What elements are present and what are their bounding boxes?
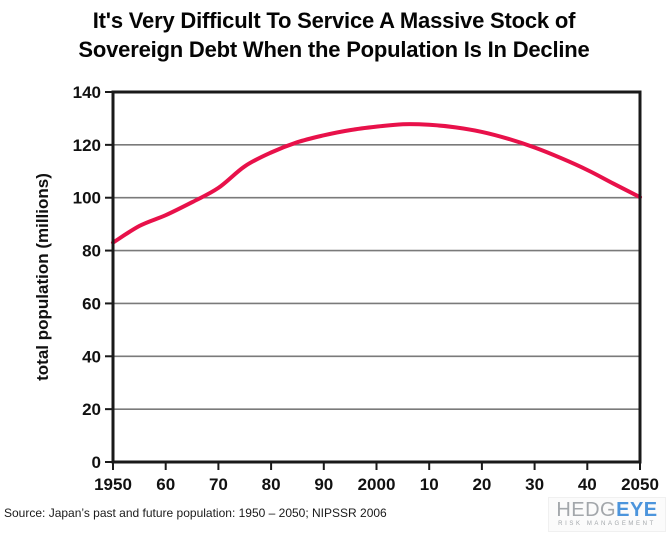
logo-text-eye: EYE <box>616 499 658 521</box>
svg-text:0: 0 <box>92 453 101 472</box>
svg-text:100: 100 <box>73 189 101 208</box>
svg-text:20: 20 <box>82 400 101 419</box>
svg-text:80: 80 <box>262 475 281 494</box>
svg-text:40: 40 <box>82 347 101 366</box>
svg-text:120: 120 <box>73 136 101 155</box>
svg-text:20: 20 <box>472 475 491 494</box>
svg-text:60: 60 <box>156 475 175 494</box>
svg-text:total population (millions): total population (millions) <box>33 173 52 381</box>
svg-text:1950: 1950 <box>94 475 132 494</box>
logo-text-hedg: HEDG <box>556 499 617 521</box>
hedgeye-logo: HEDGEYE RISK MANAGEMENT <box>548 497 666 532</box>
svg-text:140: 140 <box>73 83 101 102</box>
logo-tagline: RISK MANAGEMENT <box>558 521 656 527</box>
svg-text:40: 40 <box>578 475 597 494</box>
svg-text:30: 30 <box>525 475 544 494</box>
svg-text:2050: 2050 <box>621 475 659 494</box>
svg-text:2000: 2000 <box>358 475 396 494</box>
logo-wordmark: HEDGEYE <box>551 499 663 521</box>
chart-title: It's Very Difficult To Service A Massive… <box>0 6 668 64</box>
chart-title-line2: Sovereign Debt When the Population Is In… <box>78 37 590 62</box>
svg-text:70: 70 <box>209 475 228 494</box>
svg-text:10: 10 <box>420 475 439 494</box>
svg-text:80: 80 <box>82 242 101 261</box>
source-note: Source: Japan’s past and future populati… <box>4 506 387 520</box>
svg-text:60: 60 <box>82 294 101 313</box>
svg-text:90: 90 <box>314 475 333 494</box>
chart-title-line1: It's Very Difficult To Service A Massive… <box>92 8 576 33</box>
